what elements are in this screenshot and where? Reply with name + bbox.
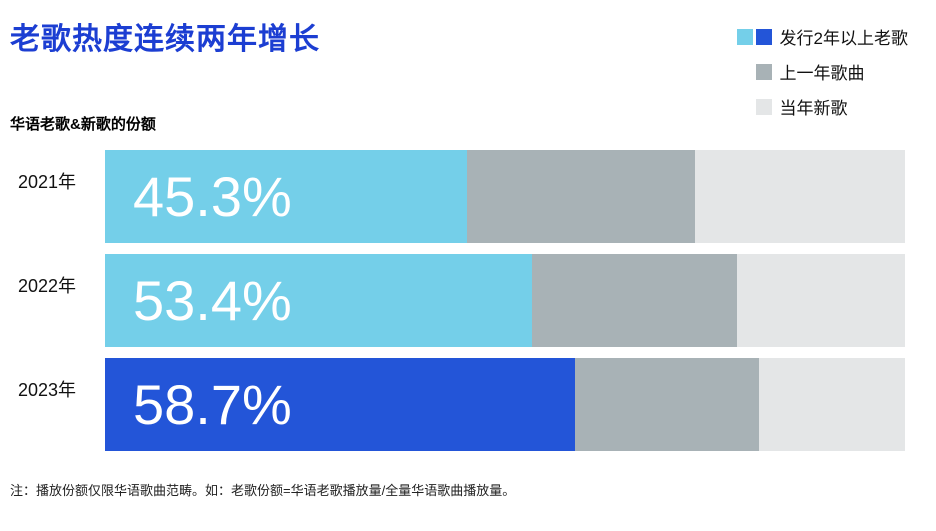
legend-swatch-lightgray-icon — [755, 98, 772, 115]
bar-segment-new-songs — [759, 358, 905, 451]
bar-segment-old-songs: 45.3% — [105, 150, 468, 243]
legend-label-new-songs: 当年新歌 — [779, 99, 848, 118]
bar-value-label: 45.3% — [133, 164, 292, 228]
legend-label-prev-year: 上一年歌曲 — [779, 64, 865, 83]
row-label-year: 2023年 — [18, 380, 77, 400]
legend-swatch-area — [734, 28, 772, 45]
legend-swatch-area — [734, 63, 772, 80]
bar-value-label: 53.4% — [133, 268, 292, 332]
bar-track: 53.4% — [105, 254, 905, 347]
bar-track: 58.7% — [105, 358, 905, 451]
legend-swatch-lightblue-icon — [736, 28, 753, 45]
legend-item-new-songs: 当年新歌 — [734, 94, 908, 119]
legend: 发行2年以上老歌 上一年歌曲 当年新歌 — [734, 24, 908, 129]
chart-row: 2022年 53.4% — [18, 254, 918, 347]
bar-track: 45.3% — [105, 150, 905, 243]
legend-item-prev-year: 上一年歌曲 — [734, 59, 908, 84]
chart-row: 2023年 58.7% — [18, 358, 918, 451]
bar-segment-prev-year — [467, 150, 695, 243]
legend-swatch-darkblue-icon — [755, 28, 772, 45]
bar-value-label: 58.7% — [133, 372, 292, 436]
bar-segment-new-songs — [694, 150, 905, 243]
row-label-year: 2021年 — [18, 172, 77, 192]
legend-swatch-area — [734, 98, 772, 115]
row-label-year: 2022年 — [18, 276, 77, 296]
bar-segment-new-songs — [736, 254, 905, 347]
legend-label-old-songs: 发行2年以上老歌 — [779, 29, 908, 48]
legend-swatch-gray-icon — [755, 63, 772, 80]
page-title: 老歌热度连续两年增长 — [10, 23, 320, 56]
chart-rows: 2021年 45.3% 2022年 53.4% 2023年 58.7% — [18, 150, 918, 462]
bar-segment-prev-year — [532, 254, 737, 347]
chart-row: 2021年 45.3% — [18, 150, 918, 243]
legend-item-old-songs: 发行2年以上老歌 — [734, 24, 908, 49]
chart-subtitle: 华语老歌&新歌的份额 — [10, 116, 156, 133]
bar-segment-old-songs: 58.7% — [105, 358, 575, 451]
bar-segment-prev-year — [574, 358, 760, 451]
bar-segment-old-songs: 53.4% — [105, 254, 533, 347]
footnote: 注：播放份额仅限华语歌曲范畴。如：老歌份额=华语老歌播放量/全量华语歌曲播放量。 — [10, 483, 516, 498]
